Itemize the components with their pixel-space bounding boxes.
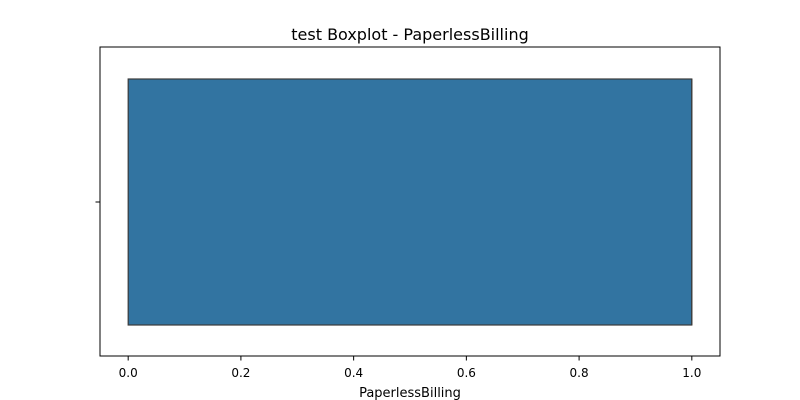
x-tick-label: 0.2 (231, 366, 250, 380)
x-tick-label: 1.0 (682, 366, 701, 380)
box-group (127, 78, 693, 326)
x-tick-label: 0.8 (570, 366, 589, 380)
x-tick-label: 0.0 (119, 366, 138, 380)
x-tick-label: 0.6 (457, 366, 476, 380)
plot-area: 0.0 0.2 0.4 0.6 0.8 1.0 (95, 46, 721, 380)
x-axis-ticks: 0.0 0.2 0.4 0.6 0.8 1.0 (119, 356, 701, 380)
box-iqr (127, 78, 693, 326)
chart-title: test Boxplot - PaperlessBilling (291, 25, 529, 44)
x-tick-label: 0.4 (344, 366, 363, 380)
x-axis-label: PaperlessBilling (359, 386, 461, 400)
